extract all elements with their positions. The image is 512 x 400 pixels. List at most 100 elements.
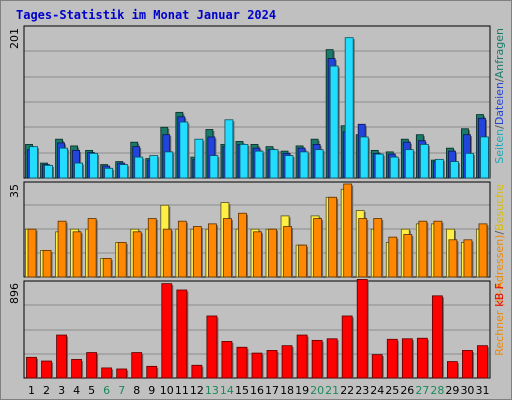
bar-rechner-ip-adressen--day-17 [268,228,277,278]
bar-seiten-day-25 [389,156,399,179]
bar-seiten-day-18 [284,155,294,179]
bar-kb-f-day-27 [416,337,428,379]
bar-rechner-ip-adressen--day-2 [42,250,52,278]
bar-rechner-ip-adressen--day-11 [177,220,187,278]
bar-kb-f-day-18 [281,345,293,379]
bar-rechner-ip-adressen--day-16 [253,231,262,278]
bar-kb-f-day-25 [386,338,398,379]
bar-kb-f-day-4 [71,359,82,379]
bar-kb-f-day-17 [266,350,278,379]
bar-rechner-ip-adressen--day-29 [448,239,458,278]
bar-rechner-ip-adressen--day-3 [57,220,67,278]
bar-kb-f-day-3 [56,334,67,379]
bar-kb-f-day-14 [221,341,233,379]
bar-seiten-day-20 [314,149,324,179]
bar-seiten-day-29 [450,161,459,179]
series-axis-label-part: / [493,231,506,235]
series-axis-label-part: Rechner (IP-Adressen) [493,235,506,356]
bar-kb-f-day-15 [236,346,248,379]
x-tick-label-day-13: 13 [205,384,219,397]
x-tick-label-day-5: 5 [88,384,95,397]
bar-rechner-ip-adressen--day-13 [207,223,217,278]
bar-seiten-day-21 [329,65,339,179]
bar-seiten-day-5 [89,152,99,179]
series-axis-label-part: Anfragen [493,28,506,78]
x-tick-label-day-1: 1 [28,384,35,397]
bar-rechner-ip-adressen--day-6 [102,257,112,278]
bar-rechner-ip-adressen--day-21 [328,196,338,278]
bar-seiten-day-10 [164,151,174,179]
bar-seiten-day-1 [29,146,38,179]
x-tick-label-day-31: 31 [475,384,489,397]
bar-seiten-day-9 [149,155,159,179]
bar-kb-f-day-23 [356,278,368,379]
bar-rechner-ip-adressen--day-15 [238,212,247,278]
bar-kb-f-day-19 [296,334,308,379]
x-tick-label-day-7: 7 [118,384,125,397]
bar-seiten-day-7 [119,164,129,179]
x-tick-label-day-15: 15 [235,384,249,397]
x-tick-label-day-14: 14 [220,384,234,397]
bar-seiten-day-15 [239,144,249,179]
bar-seiten-day-12 [194,138,204,179]
bar-kb-f-day-31 [477,345,488,379]
x-tick-label-day-30: 30 [460,384,474,397]
y-tick-label-1: 201 [8,28,21,49]
bar-rechner-ip-adressen--day-28 [433,220,443,278]
bar-rechner-ip-adressen--day-20 [313,218,323,278]
series-axis-label-2: Rechner (IP-Adressen)/Besuche [493,184,506,356]
bar-rechner-ip-adressen--day-26 [403,234,413,278]
bar-rechner-ip-adressen--day-22 [343,183,353,278]
bar-rechner-ip-adressen--day-24 [373,218,383,278]
series-axis-label-part: / [493,78,506,82]
bar-kb-f-day-20 [311,339,323,379]
bar-kb-f-day-7 [116,368,128,379]
bar-seiten-day-27 [419,144,429,179]
bar-seiten-day-23 [359,136,369,179]
x-tick-label-day-12: 12 [190,384,204,397]
bar-rechner-ip-adressen--day-4 [72,231,82,278]
bar-kb-f-day-9 [146,365,158,379]
x-tick-label-day-24: 24 [370,384,384,397]
x-tick-label-day-6: 6 [103,384,110,397]
bar-rechner-ip-adressen--day-18 [283,226,292,278]
bar-rechner-ip-adressen--day-7 [117,242,127,278]
bar-kb-f-day-10 [161,283,173,379]
bar-kb-f-day-8 [131,352,143,379]
bar-seiten-day-13 [209,155,219,179]
bar-kb-f-day-29 [447,361,458,379]
bar-kb-f-day-22 [341,315,353,379]
x-tick-label-day-8: 8 [133,384,140,397]
bar-rechner-ip-adressen--day-5 [87,218,97,278]
bar-kb-f-day-6 [101,367,113,379]
y-tick-label-2: 35 [8,184,21,198]
x-tick-label-day-2: 2 [43,384,50,397]
x-tick-label-day-9: 9 [148,384,155,397]
x-tick-label-day-16: 16 [250,384,264,397]
x-tick-label-day-21: 21 [325,384,339,397]
bar-seiten-day-19 [299,151,309,179]
bar-rechner-ip-adressen--day-19 [298,244,307,278]
bar-kb-f-day-12 [191,364,203,379]
bar-rechner-ip-adressen--day-10 [162,228,172,278]
bar-kb-f-day-11 [176,289,188,379]
bar-seiten-day-2 [44,164,53,179]
x-tick-label-day-29: 29 [445,384,459,397]
bar-kb-f-day-16 [251,352,263,379]
bar-kb-f-day-28 [431,295,443,379]
bar-rechner-ip-adressen--day-8 [132,231,142,278]
x-tick-label-day-17: 17 [265,384,279,397]
bar-rechner-ip-adressen--day-23 [358,218,368,278]
bar-kb-f-day-2 [41,360,52,379]
bar-seiten-day-24 [374,153,384,179]
x-tick-label-day-18: 18 [280,384,294,397]
bar-seiten-day-14 [224,119,234,179]
bar-rechner-ip-adressen--day-12 [192,226,202,278]
bar-rechner-ip-adressen--day-30 [463,239,473,278]
bar-seiten-day-16 [254,150,264,179]
x-tick-label-day-19: 19 [295,384,309,397]
series-axis-label-part: Dateien [493,82,506,125]
y-tick-label-3: 896 [8,283,21,304]
bar-seiten-day-28 [434,158,444,179]
